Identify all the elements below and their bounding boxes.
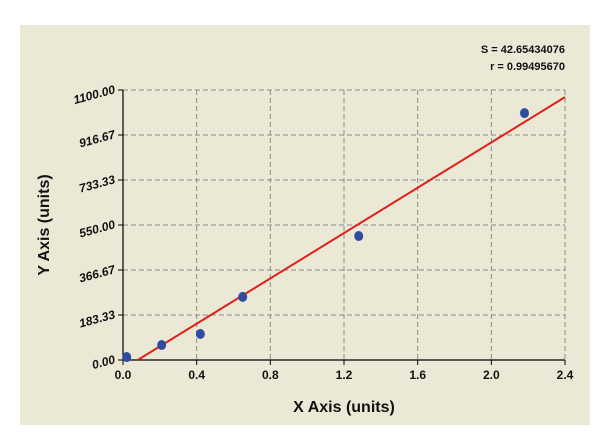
x-tick-label: 2.4 [557,368,574,382]
data-point [157,340,167,351]
data-point [238,291,248,302]
x-tick-label: 2.0 [483,368,500,382]
x-tick-label: 0.0 [115,368,132,382]
y-tick-label: 0.00 [90,352,116,372]
data-point [354,231,364,242]
x-axis-title: X Axis (units) [293,399,395,416]
data-point [519,108,529,119]
data-point [122,352,132,363]
x-tick-label: 0.8 [262,368,279,382]
x-tick-label: 1.6 [409,368,426,382]
data-point [195,328,205,339]
y-axis-title: Y Axis (units) [36,174,53,275]
annotation: S = 42.65434076 [481,44,565,56]
annotation: r = 0.99495670 [490,61,565,73]
fit-line [137,96,566,361]
x-tick-label: 1.2 [336,368,353,382]
x-tick-label: 0.4 [188,368,205,382]
